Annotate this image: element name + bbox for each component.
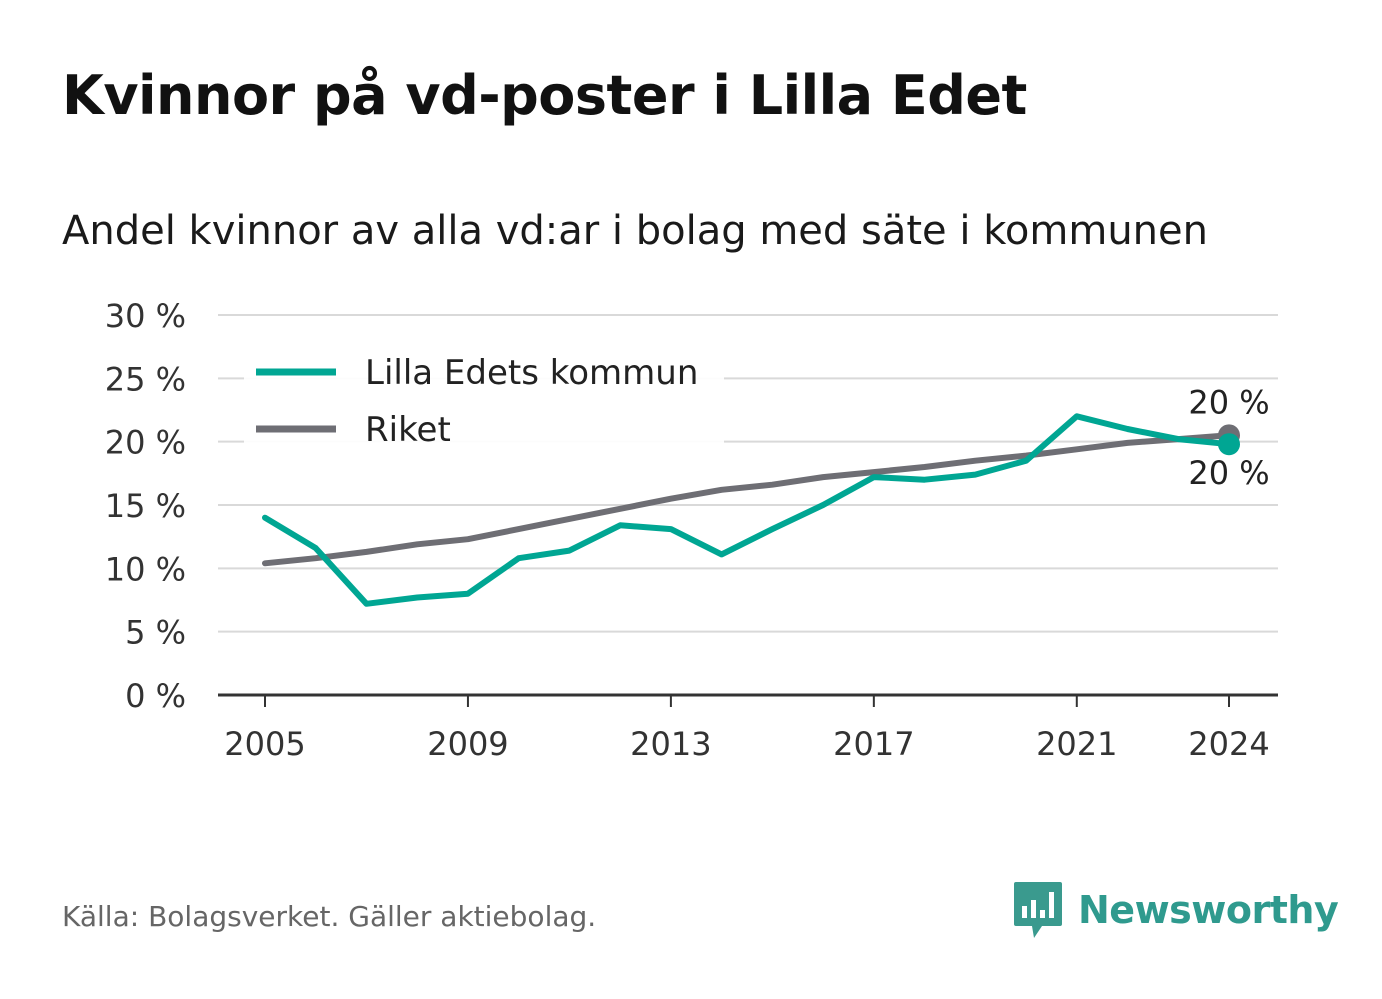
end-point-lilla-edet — [1218, 433, 1240, 456]
newsworthy-logo-icon — [1014, 882, 1062, 938]
legend: Lilla Edets kommun Riket — [244, 344, 724, 450]
y-tick-label: 25 % — [105, 360, 186, 398]
source-note: Källa: Bolagsverket. Gäller aktiebolag. — [62, 900, 597, 933]
x-tick-label: 2021 — [1036, 725, 1117, 763]
x-tick-label: 2013 — [630, 725, 711, 763]
end-label-riket: 20 % — [1188, 383, 1269, 421]
x-tick-label: 2009 — [427, 725, 508, 763]
y-tick-label: 30 % — [105, 297, 186, 335]
y-tick-label: 5 % — [125, 614, 186, 652]
x-tick-label: 2024 — [1188, 725, 1269, 763]
x-tick-label: 2017 — [833, 725, 914, 763]
series-line-riket — [262, 432, 1232, 567]
brand-name: Newsworthy — [1078, 888, 1339, 932]
end-labels: 20 % 20 % — [1188, 383, 1269, 492]
y-tick-label: 15 % — [105, 487, 186, 525]
series-line-lilla-edet — [262, 413, 1232, 607]
brand-logo: Newsworthy — [1012, 880, 1339, 940]
chart-subtitle: Andel kvinnor av alla vd:ar i bolag med … — [62, 208, 1208, 254]
y-tick-label: 20 % — [105, 424, 186, 462]
chart-title: Kvinnor på vd-poster i Lilla Edet — [62, 64, 1027, 127]
legend-label: Riket — [365, 410, 451, 450]
end-label-lilla-edet: 20 % — [1188, 454, 1269, 492]
y-tick-label: 0 % — [125, 677, 186, 715]
x-axis: 2005 2009 2013 2017 2021 2024 — [218, 693, 1278, 763]
y-tick-label: 10 % — [105, 550, 186, 588]
y-axis: 0 % 5 % 10 % 15 % 20 % 25 % 30 % — [105, 297, 186, 715]
legend-label: Lilla Edets kommun — [365, 353, 698, 393]
x-tick-label: 2005 — [224, 725, 305, 763]
series-layer — [262, 413, 1240, 607]
